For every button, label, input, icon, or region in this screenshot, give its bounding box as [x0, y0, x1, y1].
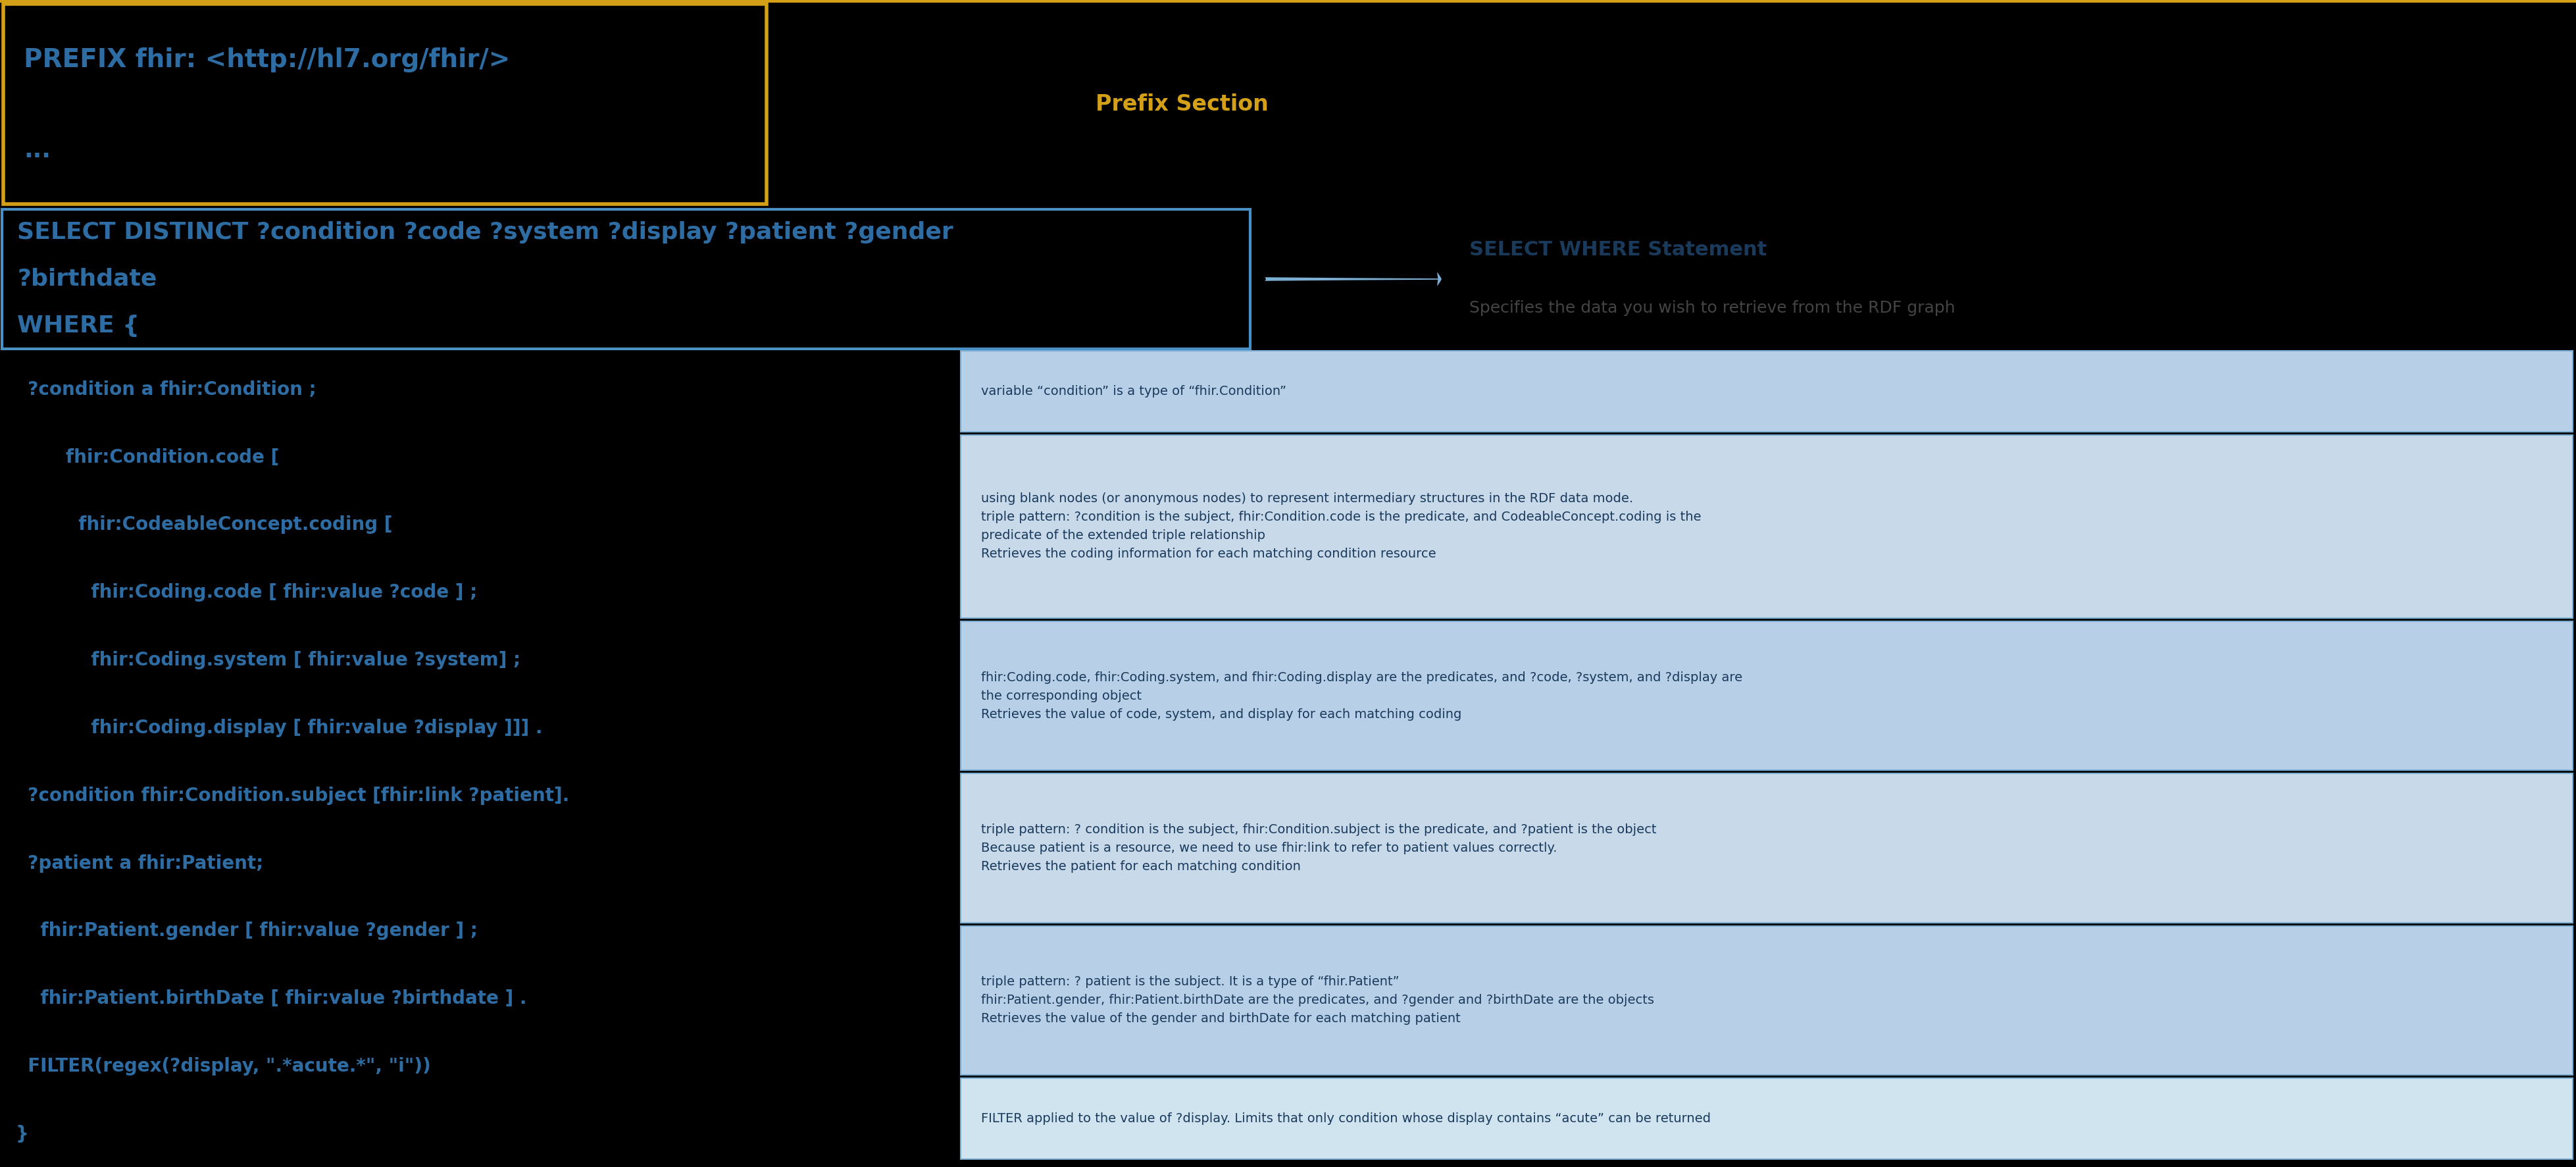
Text: using blank nodes (or anonymous nodes) to represent intermediary structures in t: using blank nodes (or anonymous nodes) t… — [981, 492, 1700, 560]
Text: Prefix Section: Prefix Section — [1095, 93, 1267, 114]
Text: ?condition fhir:Condition.subject [fhir:link ?patient].: ?condition fhir:Condition.subject [fhir:… — [15, 787, 569, 805]
Text: WHERE {: WHERE { — [18, 314, 139, 337]
FancyBboxPatch shape — [961, 435, 2571, 617]
FancyBboxPatch shape — [961, 621, 2571, 770]
Text: fhir:Coding.display [ fhir:value ?display ]]] .: fhir:Coding.display [ fhir:value ?displa… — [15, 719, 544, 738]
Text: fhir:Condition.code [: fhir:Condition.code [ — [15, 448, 278, 467]
Bar — [0, 0, 2576, 2]
Text: fhir:Coding.system [ fhir:value ?system] ;: fhir:Coding.system [ fhir:value ?system]… — [15, 651, 520, 670]
Text: FILTER(regex(?display, ".*acute.*", "i")): FILTER(regex(?display, ".*acute.*", "i")… — [15, 1057, 430, 1076]
Text: ...: ... — [23, 140, 52, 162]
Text: FILTER applied to the value of ?display. Limits that only condition whose displa: FILTER applied to the value of ?display.… — [981, 1112, 1710, 1125]
Text: variable “condition” is a type of “fhir.Condition”: variable “condition” is a type of “fhir.… — [981, 385, 1285, 398]
Text: ?birthdate: ?birthdate — [18, 268, 157, 291]
Text: fhir:Patient.gender [ fhir:value ?gender ] ;: fhir:Patient.gender [ fhir:value ?gender… — [15, 922, 477, 941]
Text: ?patient a fhir:Patient;: ?patient a fhir:Patient; — [15, 854, 263, 873]
FancyBboxPatch shape — [961, 350, 2571, 432]
Text: SELECT DISTINCT ?condition ?code ?system ?display ?patient ?gender: SELECT DISTINCT ?condition ?code ?system… — [18, 222, 953, 244]
Text: PREFIX fhir: <http://hl7.org/fhir/>: PREFIX fhir: <http://hl7.org/fhir/> — [23, 47, 510, 72]
Text: }: } — [15, 1125, 28, 1144]
Text: fhir:CodeableConcept.coding [: fhir:CodeableConcept.coding [ — [15, 516, 392, 534]
Text: triple pattern: ? condition is the subject, fhir:Condition.subject is the predic: triple pattern: ? condition is the subje… — [981, 824, 1656, 873]
Text: fhir:Coding.code [ fhir:value ?code ] ;: fhir:Coding.code [ fhir:value ?code ] ; — [15, 584, 477, 602]
Text: fhir:Patient.birthDate [ fhir:value ?birthdate ] .: fhir:Patient.birthDate [ fhir:value ?bir… — [15, 990, 528, 1008]
FancyBboxPatch shape — [961, 1078, 2571, 1160]
FancyBboxPatch shape — [3, 4, 765, 204]
FancyBboxPatch shape — [961, 774, 2571, 922]
Text: SELECT WHERE Statement: SELECT WHERE Statement — [1468, 240, 1767, 259]
Text: ?condition a fhir:Condition ;: ?condition a fhir:Condition ; — [15, 380, 317, 399]
FancyBboxPatch shape — [961, 925, 2571, 1075]
Text: fhir:Coding.code, fhir:Coding.system, and fhir:Coding.display are the predicates: fhir:Coding.code, fhir:Coding.system, an… — [981, 671, 1741, 720]
Text: Specifies the data you wish to retrieve from the RDF graph: Specifies the data you wish to retrieve … — [1468, 300, 1955, 316]
FancyBboxPatch shape — [3, 209, 1249, 349]
Text: triple pattern: ? patient is the subject. It is a type of “fhir.Patient”
fhir:Pa: triple pattern: ? patient is the subject… — [981, 976, 1654, 1025]
